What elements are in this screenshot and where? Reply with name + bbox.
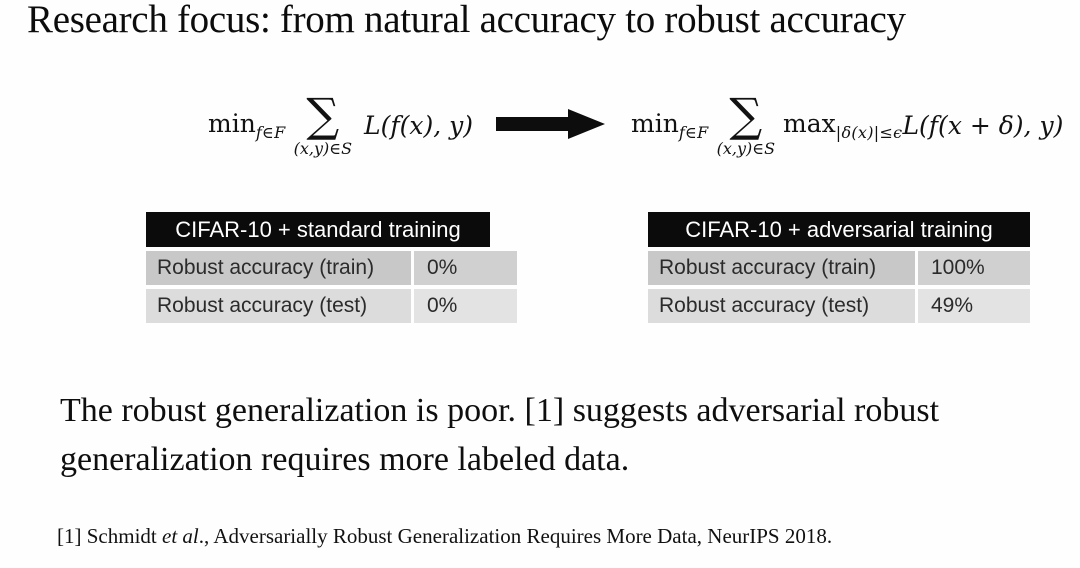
formula-standard-training: minf∈F ∑ (x,y)∈S L(f(x), y) (208, 88, 474, 158)
table-header: CIFAR-10 + adversarial training (648, 212, 1030, 247)
row-label: Robust accuracy (train) (146, 251, 411, 285)
sum-limit: (x,y)∈S (293, 138, 353, 158)
right-arrow-icon (496, 107, 606, 141)
sum-limit: (x,y)∈S (716, 138, 776, 158)
standard-training-table: CIFAR-10 + standard training Robust accu… (146, 212, 517, 323)
row-label: Robust accuracy (train) (648, 251, 915, 285)
sum-operator: ∑ (x,y)∈S (716, 88, 776, 158)
formula-adversarial-training: minf∈F ∑ (x,y)∈S max|δ(x)|≤ϵ L(f(x + δ),… (631, 88, 1064, 158)
citation-prefix: [1] Schmidt (57, 524, 162, 548)
row-label: Robust accuracy (test) (648, 289, 915, 323)
min-subscript: f∈F (678, 123, 709, 143)
min-subscript: f∈F (255, 123, 286, 143)
table-row: Robust accuracy (test) 0% (146, 289, 517, 323)
sigma-symbol: ∑ (306, 88, 340, 142)
max-operator: max|δ(x)|≤ϵ (783, 109, 903, 143)
row-value: 0% (414, 251, 517, 285)
row-value: 100% (918, 251, 1030, 285)
row-value: 49% (918, 289, 1030, 323)
sum-operator: ∑ (x,y)∈S (293, 88, 353, 158)
loss-term: L(f(x), y) (364, 111, 474, 141)
adversarial-training-table: CIFAR-10 + adversarial training Robust a… (648, 212, 1030, 323)
table-header: CIFAR-10 + standard training (146, 212, 490, 247)
table-row: Robust accuracy (train) 100% (648, 251, 1030, 285)
table-row: Robust accuracy (test) 49% (648, 289, 1030, 323)
slide-title: Research focus: from natural accuracy to… (27, 0, 906, 41)
citation-footnote: [1] Schmidt et al., Adversarially Robust… (57, 524, 832, 549)
body-line-2: generalization requires more labeled dat… (60, 441, 630, 478)
citation-etal: et al (162, 524, 199, 548)
min-operator: minf∈F (631, 109, 709, 143)
body-line-1: The robust generalization is poor. [1] s… (60, 392, 940, 429)
loss-term: L(f(x + δ), y) (902, 111, 1064, 141)
sigma-symbol: ∑ (729, 88, 763, 142)
row-label: Robust accuracy (test) (146, 289, 411, 323)
body-text: The robust generalization is poor. [1] s… (60, 386, 939, 484)
min-operator: minf∈F (208, 109, 286, 143)
row-value: 0% (414, 289, 517, 323)
table-row: Robust accuracy (train) 0% (146, 251, 517, 285)
max-subscript: |δ(x)|≤ϵ (835, 123, 903, 143)
citation-suffix: ., Adversarially Robust Generalization R… (198, 524, 833, 548)
